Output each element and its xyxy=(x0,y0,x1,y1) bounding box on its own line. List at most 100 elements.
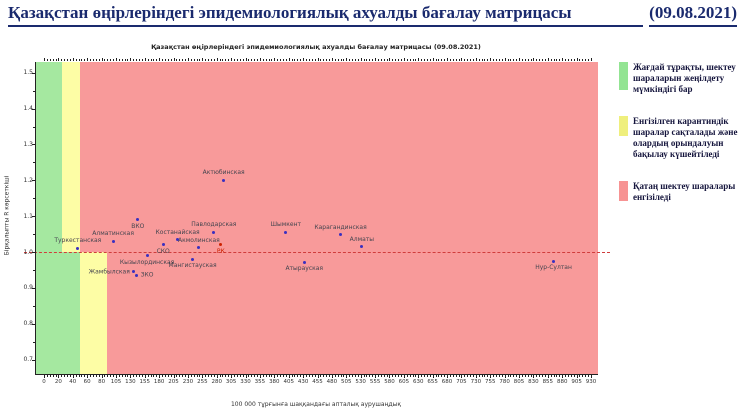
x-tick-top xyxy=(274,58,276,61)
x-tick-top xyxy=(92,59,94,61)
x-tick xyxy=(136,375,138,377)
x-tick xyxy=(265,375,267,377)
x-tick-top xyxy=(113,59,115,61)
x-tick-label: 930 xyxy=(585,379,597,385)
x-tick xyxy=(524,375,526,377)
x-tick-label: 730 xyxy=(470,379,482,385)
x-tick-label: 430 xyxy=(297,379,309,385)
x-tick xyxy=(291,375,293,377)
x-tick-top xyxy=(570,59,572,61)
x-tick xyxy=(127,375,129,377)
x-tick-top xyxy=(507,59,509,61)
x-tick-top xyxy=(389,58,391,61)
x-tick-label: 130 xyxy=(125,379,136,385)
x-tick xyxy=(199,375,201,377)
x-tick-top xyxy=(285,59,287,61)
x-tick-top xyxy=(159,58,161,61)
x-tick-top xyxy=(81,59,83,61)
x-tick xyxy=(308,375,310,377)
x-tick xyxy=(507,375,509,377)
x-tick xyxy=(343,375,345,377)
x-tick xyxy=(141,375,143,377)
x-tick-top xyxy=(222,59,224,61)
x-tick xyxy=(354,375,356,377)
data-point-region xyxy=(552,259,556,263)
x-tick xyxy=(400,375,402,377)
x-tick-label: 455 xyxy=(312,379,323,385)
x-tick xyxy=(375,375,377,378)
x-tick xyxy=(513,375,515,377)
x-tick xyxy=(133,375,135,377)
x-tick xyxy=(579,375,581,377)
x-tick xyxy=(582,375,584,377)
x-tick xyxy=(87,375,89,378)
data-point-region xyxy=(161,243,165,247)
x-tick-top xyxy=(426,59,428,61)
plot-area: 0 20 40 60 80 105 130 155 180 205 230 255 280 305 330 3… xyxy=(23,58,610,385)
y-tick-label: 1.0 xyxy=(23,248,33,256)
x-tick-top xyxy=(536,59,538,61)
data-point-region xyxy=(222,178,226,182)
x-tick xyxy=(426,375,428,377)
x-tick xyxy=(432,375,434,378)
x-tick-top xyxy=(340,59,342,61)
x-tick-top xyxy=(495,59,497,61)
x-tick xyxy=(573,375,575,377)
x-tick xyxy=(386,375,388,377)
x-tick xyxy=(118,375,120,377)
x-tick xyxy=(90,375,92,377)
x-tick-top xyxy=(409,59,411,61)
x-tick xyxy=(317,375,319,378)
x-tick xyxy=(481,375,483,377)
x-tick-top xyxy=(199,59,201,61)
legend-swatch-red xyxy=(619,180,628,201)
x-tick-top xyxy=(44,58,45,61)
zone-red-r-below-1 xyxy=(107,252,598,374)
x-tick-label: 20 xyxy=(54,379,62,385)
x-tick-top xyxy=(156,59,158,61)
x-tick xyxy=(294,375,296,377)
x-tick-top xyxy=(582,59,584,61)
data-point-region xyxy=(136,218,140,222)
x-tick-label: 180 xyxy=(153,379,165,385)
x-tick xyxy=(478,375,480,377)
x-tick-label: 480 xyxy=(326,379,338,385)
x-tick-label: 155 xyxy=(139,379,151,385)
x-tick-top xyxy=(61,59,63,61)
data-point-label: Акмолинская xyxy=(177,236,220,244)
x-tick xyxy=(521,375,523,377)
x-tick-top xyxy=(242,59,244,61)
x-tick xyxy=(225,375,227,377)
x-tick-top xyxy=(490,58,492,61)
y-tick xyxy=(32,359,36,361)
x-tick-label: 880 xyxy=(556,379,568,385)
x-tick xyxy=(366,375,368,377)
x-tick-top xyxy=(185,59,187,61)
x-tick-top xyxy=(406,59,408,61)
x-tick xyxy=(130,375,132,378)
x-tick xyxy=(46,375,48,377)
x-tick-top xyxy=(205,59,207,61)
x-tick xyxy=(113,375,115,377)
x-tick xyxy=(81,375,83,377)
data-point-region xyxy=(360,245,364,249)
x-tick xyxy=(185,375,187,377)
x-tick xyxy=(314,375,316,377)
x-tick-top xyxy=(556,59,558,61)
x-tick-top xyxy=(67,59,69,61)
x-tick xyxy=(346,375,348,378)
x-tick xyxy=(222,375,224,377)
x-tick xyxy=(591,375,592,378)
x-tick xyxy=(150,375,152,377)
x-tick xyxy=(61,375,63,377)
x-tick-top xyxy=(470,59,472,61)
x-tick xyxy=(398,375,400,377)
legend-swatch-yellow xyxy=(619,115,628,136)
x-tick-top xyxy=(202,58,204,61)
x-tick-label: 555 xyxy=(369,379,381,385)
x-tick-top xyxy=(303,58,305,61)
x-tick-top xyxy=(305,59,307,61)
x-tick-top xyxy=(487,59,489,61)
x-tick xyxy=(285,375,287,377)
x-tick xyxy=(461,375,463,378)
